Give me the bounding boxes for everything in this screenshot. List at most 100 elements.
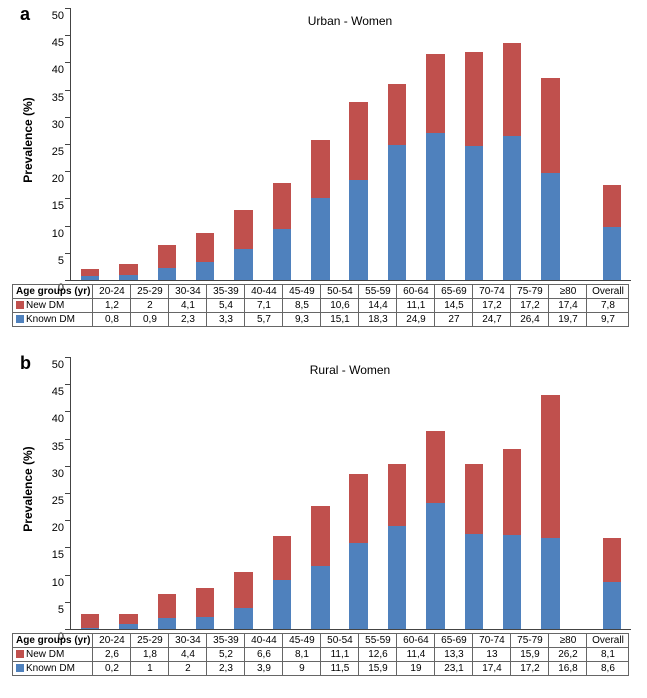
value-cell: 0,2: [93, 662, 131, 676]
value-cell: 13: [473, 648, 511, 662]
bar-segment-new-dm: [196, 233, 214, 262]
y-tick: [65, 520, 71, 521]
value-cell: 2: [169, 662, 207, 676]
bar-30-34: [158, 245, 176, 280]
value-cell: 14,4: [359, 299, 397, 313]
value-cell: 17,2: [511, 299, 549, 313]
bar-45-49: [273, 536, 291, 629]
value-cell: 6,6: [245, 648, 283, 662]
age-group-cell: 50-54: [321, 285, 359, 299]
y-tick-label: 15: [36, 549, 64, 561]
bar-segment-new-dm: [119, 264, 137, 275]
age-group-cell: 30-34: [169, 285, 207, 299]
value-cell: 8,1: [283, 648, 321, 662]
bar-segment-known-dm: [503, 136, 521, 280]
bar-70-74: [465, 52, 483, 280]
value-cell: 7,1: [245, 299, 283, 313]
value-cell: 15,1: [321, 313, 359, 327]
age-group-cell: ≥80: [549, 634, 587, 648]
value-cell: 2,6: [93, 648, 131, 662]
value-cell: 14,5: [435, 299, 473, 313]
y-tick-label: 45: [36, 37, 64, 49]
age-group-cell: 55-59: [359, 634, 397, 648]
value-cell: 2: [131, 299, 169, 313]
bar-segment-new-dm: [388, 464, 406, 526]
value-cell: 9,3: [283, 313, 321, 327]
age-groups-label: Age groups (yr): [13, 634, 93, 648]
y-tick-label: 35: [36, 441, 64, 453]
overall-label-cell: Overall: [587, 285, 629, 299]
y-tick: [65, 411, 71, 412]
y-tick: [65, 384, 71, 385]
bar-segment-known-dm: [119, 624, 137, 629]
bar-segment-new-dm: [273, 536, 291, 580]
age-group-cell: 75-79: [511, 285, 549, 299]
series-label-known_dm: Known DM: [13, 313, 93, 327]
bar-segment-known-dm: [234, 608, 252, 629]
bar-segment-known-dm: [349, 543, 367, 629]
value-cell: 12,6: [359, 648, 397, 662]
bar-segment-known-dm: [465, 146, 483, 280]
y-tick: [65, 629, 71, 630]
bar-segment-new-dm: [465, 52, 483, 146]
value-cell: 17,4: [473, 662, 511, 676]
series-label-new_dm: New DM: [13, 299, 93, 313]
value-cell: 1: [131, 662, 169, 676]
y-tick-label: 15: [36, 200, 64, 212]
bar-segment-new-dm: [541, 78, 559, 173]
plot: [70, 357, 631, 630]
bar-segment-new-dm: [465, 464, 483, 535]
y-tick: [65, 493, 71, 494]
age-group-cell: 40-44: [245, 634, 283, 648]
bar-75-79: [503, 43, 521, 280]
age-group-cell: 25-29: [131, 285, 169, 299]
age-group-cell: 60-64: [397, 285, 435, 299]
bar-75-79: [503, 449, 521, 629]
age-group-cell: 40-44: [245, 285, 283, 299]
bar-segment-known-dm: [196, 262, 214, 280]
y-tick-label: 25: [36, 146, 64, 158]
value-cell: 8,5: [283, 299, 321, 313]
bar-35-39: [196, 588, 214, 629]
bar-segment-known-dm: [426, 503, 444, 629]
value-cell-overall: 9,7: [587, 313, 629, 327]
age-group-cell: 20-24: [93, 285, 131, 299]
y-tick-label: 30: [36, 468, 64, 480]
value-cell: 5,2: [207, 648, 245, 662]
value-cell: 3,3: [207, 313, 245, 327]
value-cell-overall: 8,1: [587, 648, 629, 662]
value-cell-overall: 8,6: [587, 662, 629, 676]
bar-segment-new-dm: [273, 183, 291, 229]
age-group-cell: 50-54: [321, 634, 359, 648]
value-cell: 24,7: [473, 313, 511, 327]
value-cell: 3,9: [245, 662, 283, 676]
value-cell: 0,8: [93, 313, 131, 327]
bar-segment-known-dm: [196, 617, 214, 630]
bar-segment-new-dm: [119, 614, 137, 624]
bar-65-69: [426, 431, 444, 629]
value-cell: 4,4: [169, 648, 207, 662]
age-group-cell: 60-64: [397, 634, 435, 648]
age-group-cell: 70-74: [473, 634, 511, 648]
value-cell: 16,8: [549, 662, 587, 676]
y-tick: [65, 198, 71, 199]
age-group-cell: 20-24: [93, 634, 131, 648]
y-tick: [65, 439, 71, 440]
age-group-cell: 35-39: [207, 285, 245, 299]
bar-20-24: [81, 269, 99, 280]
legend-text-new_dm: New DM: [26, 300, 64, 311]
value-cell: 26,4: [511, 313, 549, 327]
value-cell: 5,7: [245, 313, 283, 327]
y-tick: [65, 62, 71, 63]
bar-segment-known-dm: [234, 249, 252, 280]
bar-segment-known-dm: [273, 229, 291, 280]
age-groups-label: Age groups (yr): [13, 285, 93, 299]
bar-segment-new-dm: [234, 210, 252, 249]
value-cell: 24,9: [397, 313, 435, 327]
y-tick: [65, 547, 71, 548]
y-tick: [65, 280, 71, 281]
y-tick-label: 40: [36, 64, 64, 76]
value-cell: 19: [397, 662, 435, 676]
y-tick: [65, 602, 71, 603]
legend-swatch-known_dm: [16, 664, 24, 672]
